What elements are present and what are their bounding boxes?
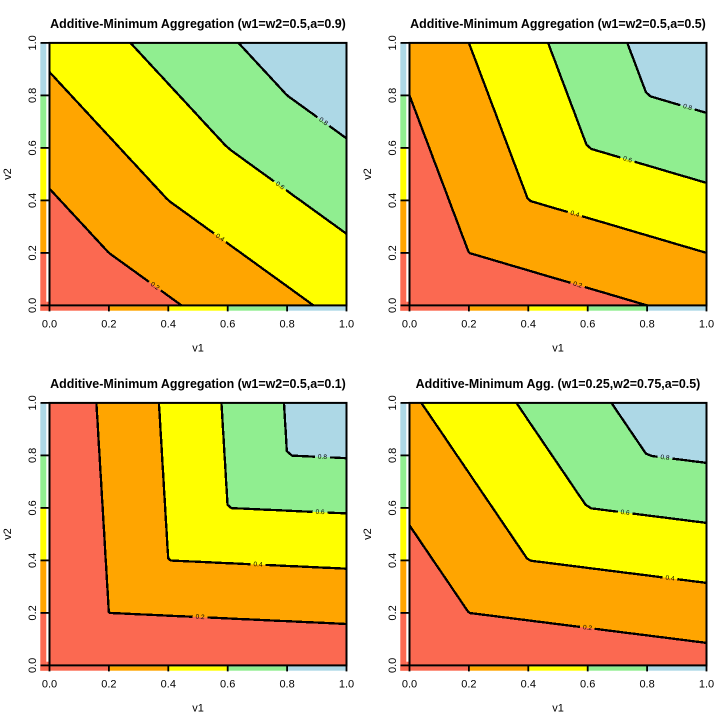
svg-text:1.0: 1.0 — [387, 35, 399, 50]
svg-text:0.8: 0.8 — [639, 678, 654, 690]
svg-text:0.6: 0.6 — [387, 500, 399, 515]
svg-text:0.6: 0.6 — [620, 509, 630, 517]
svg-text:0.8: 0.8 — [660, 454, 670, 462]
svg-text:v1: v1 — [192, 703, 204, 715]
svg-text:0.8: 0.8 — [387, 448, 399, 463]
svg-text:Additive-Minimum Aggregation (: Additive-Minimum Aggregation (w1=w2=0.5,… — [410, 17, 706, 31]
svg-text:0.6: 0.6 — [387, 140, 399, 155]
svg-text:0.6: 0.6 — [27, 140, 39, 155]
svg-text:0.4: 0.4 — [387, 553, 399, 568]
svg-text:0.4: 0.4 — [253, 561, 263, 568]
svg-text:1.0: 1.0 — [27, 395, 39, 410]
svg-text:0.6: 0.6 — [220, 318, 235, 330]
svg-text:0.2: 0.2 — [572, 281, 583, 290]
svg-text:0.6: 0.6 — [27, 500, 39, 515]
svg-text:0.6: 0.6 — [315, 509, 325, 516]
svg-text:0.0: 0.0 — [42, 318, 57, 330]
svg-text:0.4: 0.4 — [521, 678, 536, 690]
svg-text:0.2: 0.2 — [195, 614, 205, 621]
svg-text:0.2: 0.2 — [387, 605, 399, 620]
svg-text:0.8: 0.8 — [27, 88, 39, 103]
svg-text:v2: v2 — [362, 168, 374, 180]
svg-text:0.2: 0.2 — [387, 245, 399, 260]
svg-text:0.0: 0.0 — [27, 298, 39, 313]
svg-text:1.0: 1.0 — [339, 678, 354, 690]
svg-text:1.0: 1.0 — [699, 678, 714, 690]
svg-text:0.2: 0.2 — [101, 318, 116, 330]
svg-text:0.6: 0.6 — [622, 155, 633, 164]
svg-text:0.4: 0.4 — [569, 210, 580, 219]
svg-text:0.2: 0.2 — [101, 678, 116, 690]
svg-text:Additive-Minimum Agg. (w1=0.25: Additive-Minimum Agg. (w1=0.25,w2=0.75,a… — [416, 377, 701, 391]
svg-text:1.0: 1.0 — [27, 35, 39, 50]
svg-text:0.0: 0.0 — [402, 318, 417, 330]
svg-text:0.6: 0.6 — [220, 678, 235, 690]
svg-text:1.0: 1.0 — [699, 318, 714, 330]
svg-text:0.4: 0.4 — [161, 678, 176, 690]
svg-text:0.0: 0.0 — [402, 678, 417, 690]
svg-text:0.2: 0.2 — [149, 281, 161, 292]
svg-text:v1: v1 — [192, 343, 204, 355]
svg-text:0.6: 0.6 — [580, 318, 595, 330]
svg-text:0.8: 0.8 — [317, 116, 329, 127]
svg-text:0.2: 0.2 — [582, 624, 592, 632]
svg-text:0.8: 0.8 — [279, 678, 294, 690]
svg-text:v2: v2 — [2, 528, 14, 540]
svg-text:0.8: 0.8 — [387, 88, 399, 103]
svg-text:0.4: 0.4 — [387, 193, 399, 208]
svg-text:0.8: 0.8 — [27, 448, 39, 463]
svg-text:1.0: 1.0 — [387, 395, 399, 410]
svg-text:0.2: 0.2 — [27, 245, 39, 260]
svg-text:0.0: 0.0 — [387, 658, 399, 673]
svg-text:0.8: 0.8 — [318, 454, 328, 461]
svg-text:1.0: 1.0 — [339, 318, 354, 330]
svg-text:0.4: 0.4 — [665, 575, 675, 583]
svg-text:v1: v1 — [552, 703, 564, 715]
svg-text:Additive-Minimum Aggregation (: Additive-Minimum Aggregation (w1=w2=0.5,… — [50, 377, 346, 391]
svg-text:0.0: 0.0 — [387, 298, 399, 313]
svg-text:v2: v2 — [2, 168, 14, 180]
svg-text:0.8: 0.8 — [639, 318, 654, 330]
svg-text:0.6: 0.6 — [274, 180, 286, 191]
svg-text:Additive-Minimum Aggregation (: Additive-Minimum Aggregation (w1=w2=0.5,… — [50, 17, 346, 31]
svg-text:0.4: 0.4 — [27, 553, 39, 568]
svg-text:0.4: 0.4 — [214, 233, 226, 244]
svg-text:0.8: 0.8 — [279, 318, 294, 330]
svg-text:0.2: 0.2 — [461, 678, 476, 690]
svg-text:0.4: 0.4 — [161, 318, 176, 330]
svg-text:0.0: 0.0 — [27, 658, 39, 673]
svg-text:0.8: 0.8 — [682, 103, 693, 112]
svg-text:0.0: 0.0 — [42, 678, 57, 690]
svg-text:v2: v2 — [362, 528, 374, 540]
svg-text:0.4: 0.4 — [521, 318, 536, 330]
svg-text:0.2: 0.2 — [27, 605, 39, 620]
svg-text:v1: v1 — [552, 343, 564, 355]
svg-text:0.2: 0.2 — [461, 318, 476, 330]
svg-text:0.4: 0.4 — [27, 193, 39, 208]
svg-text:0.6: 0.6 — [580, 678, 595, 690]
